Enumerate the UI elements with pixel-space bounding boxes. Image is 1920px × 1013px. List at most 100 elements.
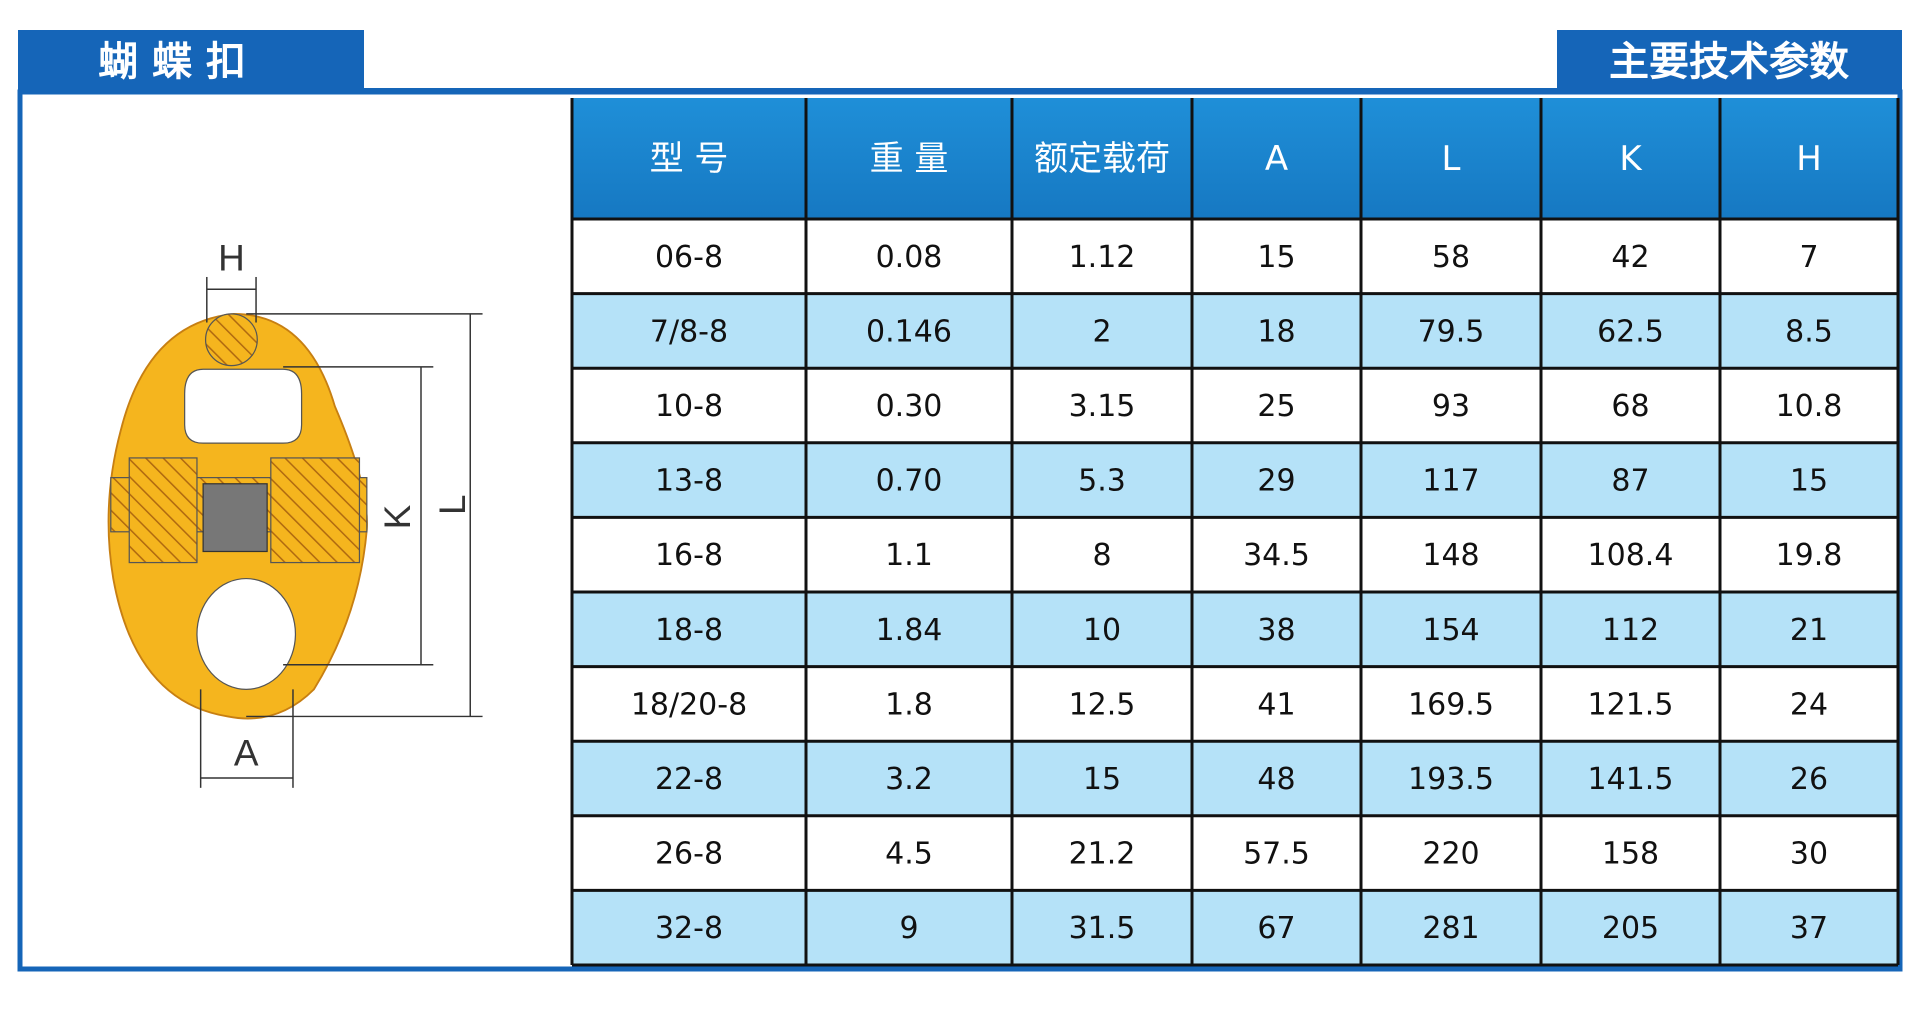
cell: 154 xyxy=(1422,613,1479,648)
column-header: 重 量 xyxy=(870,139,949,179)
cell: 3.2 xyxy=(885,762,933,797)
cell: 25 xyxy=(1257,389,1295,424)
dim-l: L xyxy=(432,494,473,515)
cell: 10.8 xyxy=(1776,389,1843,424)
column-header: 型 号 xyxy=(650,139,729,179)
cell: 1.84 xyxy=(876,613,943,648)
cell: 22-8 xyxy=(655,762,723,797)
cell: 0.146 xyxy=(866,314,952,349)
cell: 41 xyxy=(1257,687,1295,722)
row-bg xyxy=(572,293,1898,369)
header-row xyxy=(572,98,1898,219)
cell: 0.70 xyxy=(876,464,943,499)
cell: 67 xyxy=(1257,911,1295,946)
nut xyxy=(202,483,268,553)
cell: 117 xyxy=(1422,464,1479,499)
cell: 1.1 xyxy=(885,538,933,573)
row-bg xyxy=(572,368,1898,443)
cell: 141.5 xyxy=(1588,762,1674,797)
cell: 3.15 xyxy=(1069,389,1136,424)
lug-right xyxy=(270,457,361,564)
cell: 13-8 xyxy=(655,464,723,499)
cell: 158 xyxy=(1602,837,1659,872)
spec-table: 型 号重 量额定载荷 A L K H06-8 0.08 1.12 15 58 42 77/8-8 0.… xyxy=(570,98,1900,967)
cell: 37 xyxy=(1790,911,1828,946)
column-header: K xyxy=(1619,139,1643,179)
cell: 4.5 xyxy=(885,837,933,872)
cell: 48 xyxy=(1257,762,1295,797)
cell: 220 xyxy=(1422,837,1479,872)
cell: 21 xyxy=(1790,613,1828,648)
row-bg xyxy=(572,741,1898,816)
cell: 7/8-8 xyxy=(650,314,728,349)
row-bg xyxy=(572,592,1898,667)
cell: 68 xyxy=(1611,389,1649,424)
cell: 15 xyxy=(1083,762,1121,797)
cell: 79.5 xyxy=(1418,314,1485,349)
lug-left xyxy=(128,457,198,564)
cell: 26-8 xyxy=(655,837,723,872)
cell: 15 xyxy=(1257,240,1295,275)
dim-h: H xyxy=(218,238,245,279)
cell: 7 xyxy=(1799,240,1818,275)
title-tab xyxy=(18,30,364,92)
cell: 1.8 xyxy=(885,687,933,722)
section xyxy=(204,313,258,367)
cell: 34.5 xyxy=(1243,538,1310,573)
cell: 62.5 xyxy=(1597,314,1664,349)
cell: 18 xyxy=(1257,314,1295,349)
cell: 2 xyxy=(1092,314,1111,349)
cell: 16-8 xyxy=(655,538,723,573)
cell: 15 xyxy=(1790,464,1828,499)
row-bg xyxy=(572,815,1898,891)
row-bg xyxy=(572,890,1898,965)
cell: 10 xyxy=(1083,613,1121,648)
cell: 06-8 xyxy=(655,240,723,275)
title: 蝴 蝶 扣 xyxy=(98,39,246,85)
row-bg xyxy=(572,517,1898,592)
cell: 281 xyxy=(1422,911,1479,946)
cell: 12.5 xyxy=(1069,687,1136,722)
cell: 193.5 xyxy=(1408,762,1494,797)
cell: 19.8 xyxy=(1776,538,1843,573)
cell: 8.5 xyxy=(1785,314,1833,349)
cell: 26 xyxy=(1790,762,1828,797)
cell: 9 xyxy=(899,911,918,946)
subtitle-tab xyxy=(1557,30,1902,92)
cell: 169.5 xyxy=(1408,687,1494,722)
dim-k: K xyxy=(377,504,418,529)
cell: 121.5 xyxy=(1588,687,1674,722)
cell: 21.2 xyxy=(1069,837,1136,872)
row-bg xyxy=(572,219,1898,294)
cell: 8 xyxy=(1092,538,1111,573)
column-header: H xyxy=(1796,139,1822,179)
cell: 108.4 xyxy=(1588,538,1674,573)
row-bg xyxy=(572,666,1898,742)
subtitle: 主要技术参数 xyxy=(1609,39,1849,85)
cell: 18-8 xyxy=(655,613,723,648)
cell: 30 xyxy=(1790,837,1828,872)
cell: 29 xyxy=(1257,464,1295,499)
cell: 10-8 xyxy=(655,389,723,424)
slot xyxy=(184,368,303,444)
cell: 42 xyxy=(1611,240,1649,275)
cell: 18/20-8 xyxy=(631,687,747,722)
cell: 57.5 xyxy=(1243,837,1310,872)
column-header: A xyxy=(1265,139,1288,179)
cell: 93 xyxy=(1432,389,1470,424)
cell: 0.08 xyxy=(876,240,943,275)
cell: 112 xyxy=(1602,613,1659,648)
cell: 32-8 xyxy=(655,911,723,946)
cell: 38 xyxy=(1257,613,1295,648)
cell: 0.30 xyxy=(876,389,943,424)
cell: 24 xyxy=(1790,687,1828,722)
cell: 87 xyxy=(1611,464,1649,499)
cell: 31.5 xyxy=(1069,911,1136,946)
hole xyxy=(196,577,297,690)
dim-a: A xyxy=(234,733,259,774)
dimension-lines xyxy=(199,276,483,788)
link-figure: H A L K xyxy=(107,238,483,788)
column-header: 额定载荷 xyxy=(1034,139,1170,179)
column-header: L xyxy=(1442,139,1461,179)
